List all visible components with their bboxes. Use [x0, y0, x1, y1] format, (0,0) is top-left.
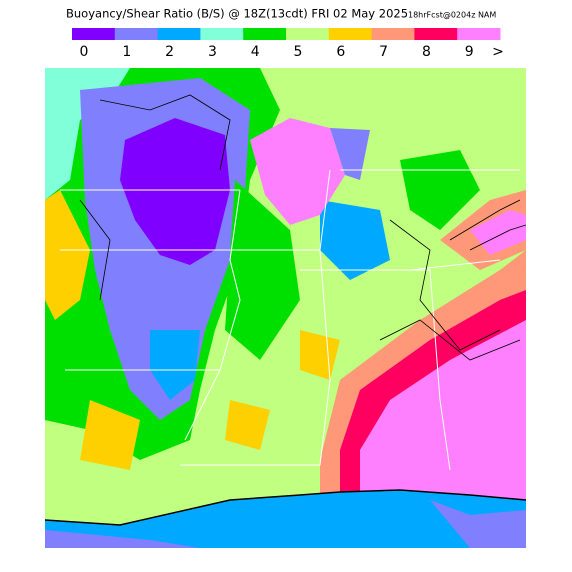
- legend-label: 6: [336, 44, 345, 60]
- legend-label: 5: [294, 44, 303, 60]
- legend-swatch: [72, 28, 116, 40]
- title: Buoyancy/Shear Ratio (B/S) @ 18Z(13cdt) …: [66, 7, 408, 21]
- legend-swatch: [243, 28, 287, 40]
- legend-swatch: [457, 28, 501, 40]
- legend-swatch: [200, 28, 244, 40]
- legend-label: 3: [208, 44, 217, 60]
- legend-swatch: [414, 28, 458, 40]
- legend-label: 7: [379, 44, 388, 60]
- legend-swatch: [328, 28, 373, 40]
- legend-swatch: [157, 28, 201, 40]
- legend-swatch: [286, 28, 330, 40]
- map: [45, 68, 526, 548]
- legend-overflow: >: [492, 44, 504, 60]
- legend-label: 1: [122, 44, 131, 60]
- legend: 0 1 2 3 4 5 6 7 8 9 >: [72, 28, 504, 60]
- subtitle: 18hrFcst@0204z NAM: [408, 11, 496, 20]
- legend-swatch: [371, 28, 415, 40]
- legend-label: 8: [422, 44, 431, 60]
- legend-label: 0: [80, 44, 89, 60]
- legend-swatch: [114, 28, 159, 40]
- legend-label: 2: [165, 44, 174, 60]
- legend-label: 4: [251, 44, 260, 60]
- legend-label: 9: [465, 44, 474, 60]
